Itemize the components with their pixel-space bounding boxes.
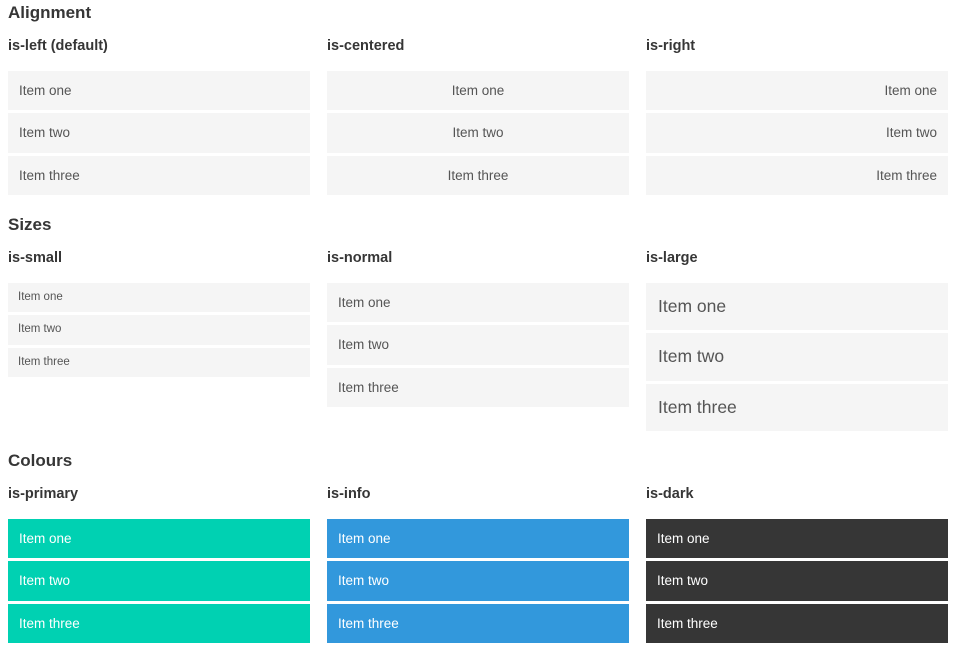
section-columns: is-left (default) Item one Item two Item th… [8,37,948,196]
demo-group-primary: is-primary Item one Item two Item three [8,485,310,644]
list-item: Item two [8,113,310,153]
section-alignment: Alignment is-left (default) Item one Item t… [8,3,948,196]
list-item: Item three [327,367,629,408]
list-item: Item one [646,282,948,331]
item-list: Item one Item two Item three [646,518,948,644]
group-label: is-centered [327,37,405,54]
list-item: Item three [8,155,310,196]
item-list: Item one Item two Item three [327,282,629,408]
list-item: Item one [327,518,629,559]
group-label: is-normal [327,249,393,266]
list-item: Item three [646,603,948,644]
section-title: Sizes [8,215,52,235]
group-label: is-small [8,249,62,266]
section-title: Colours [8,451,73,471]
group-label: is-left (default) [8,37,108,54]
item-list: Item one Item two Item three [646,282,948,432]
list-item: Item one [8,518,310,559]
group-label: is-info [327,485,371,502]
list-item: Item two [327,325,629,365]
demo-group-info: is-info Item one Item two Item three [327,485,629,644]
list-item: Item two [8,315,310,345]
group-label: is-large [646,249,698,266]
item-list: Item one Item two Item three [327,518,629,644]
section-columns: is-small Item one Item two Item three is-nor… [8,249,948,432]
demo-group-small: is-small Item one Item two Item three [8,249,310,378]
section-columns: is-primary Item one Item two Item three is-i… [8,485,948,644]
list-item: Item two [8,561,310,601]
demo-group-large: is-large Item one Item two Item three [646,249,948,432]
section-sizes: Sizes is-small Item one Item two Item three i… [8,215,948,432]
group-label: is-primary [8,485,79,502]
list-item: Item one [646,518,948,559]
list-item: Item one [327,70,629,111]
item-list: Item one Item two Item three [8,70,310,196]
item-list: Item one Item two Item three [8,518,310,644]
list-item: Item three [327,603,629,644]
demo-group-centered: is-centered Item one Item two Item three [327,37,629,196]
demo-group-right: is-right Item one Item two Item three [646,37,948,196]
section-title: Alignment [8,3,92,22]
list-item: Item two [327,561,629,601]
item-list: Item one Item two Item three [646,70,948,196]
group-label: is-right [646,37,696,54]
list-item: Item two [646,561,948,601]
demo-group-normal: is-normal Item one Item two Item three [327,249,629,408]
demo-group-left: is-left (default) Item one Item two Item th… [8,37,310,196]
list-item: Item three [8,603,310,644]
list-item: Item three [327,155,629,196]
item-list: Item one Item two Item three [8,282,310,378]
list-item: Item three [8,347,310,378]
section-colours: Colours is-primary Item one Item two Item th… [8,451,948,644]
list-item: Item two [327,113,629,153]
list-item: Item one [8,70,310,111]
list-item: Item three [646,155,948,196]
list-item: Item two [646,113,948,153]
list-item: Item three [646,383,948,432]
group-label: is-dark [646,485,694,502]
demo-group-dark: is-dark Item one Item two Item three [646,485,948,644]
list-item: Item one [8,282,310,313]
list-item: Item one [646,70,948,111]
list-item: Item two [646,333,948,381]
list-item: Item one [327,282,629,323]
item-list: Item one Item two Item three [327,70,629,196]
